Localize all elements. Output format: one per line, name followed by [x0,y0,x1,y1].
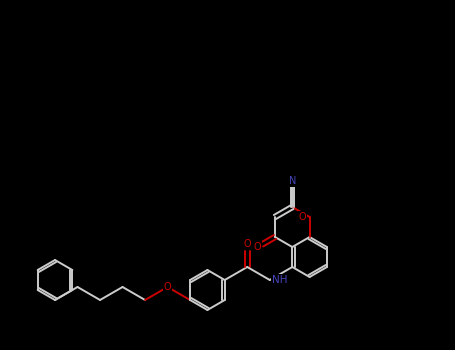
Text: O: O [164,282,172,292]
Text: O: O [243,239,251,249]
Text: N: N [288,176,296,186]
Text: O: O [299,212,306,222]
Text: O: O [254,242,262,252]
Text: NH: NH [272,275,288,285]
